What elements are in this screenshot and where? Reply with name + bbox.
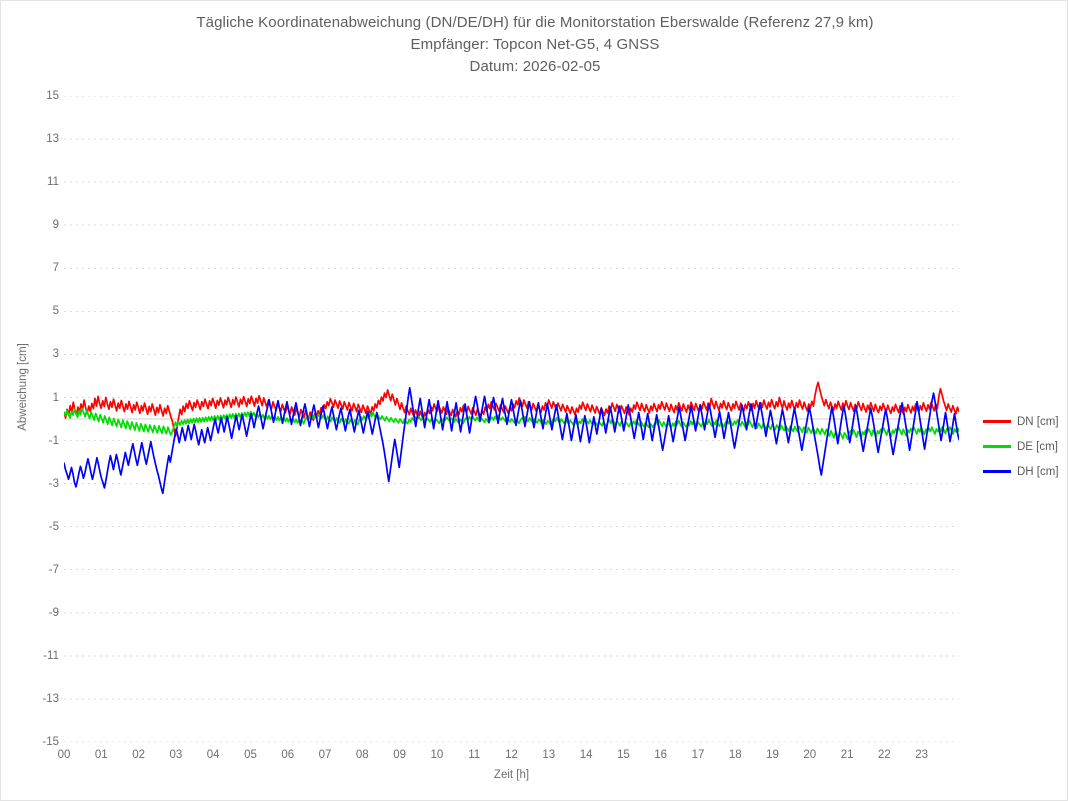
x-tick-label: 08 xyxy=(355,749,369,761)
x-tick-label: 12 xyxy=(505,749,518,761)
chart-canvas xyxy=(64,96,959,742)
y-tick-label: -1 xyxy=(48,434,59,447)
y-tick-label: 1 xyxy=(52,391,59,404)
x-tick-label: 22 xyxy=(877,749,891,761)
legend-item-de[interactable]: DE [cm] xyxy=(983,434,1068,459)
x-tick-label: 06 xyxy=(281,749,295,761)
y-axis-tick-labels: 15 13 11 9 7 5 3 1 -1 -3 -5 -7 -9 -11 -13 -15 xyxy=(9,90,59,748)
x-tick-label: 21 xyxy=(840,749,854,761)
chart-title: Tägliche Koordinatenabweichung (DN/DE/DH… xyxy=(196,14,874,31)
x-tick-label: 16 xyxy=(654,749,668,761)
x-tick-label: 10 xyxy=(430,749,444,761)
y-axis-label: Abweichung [cm] xyxy=(17,343,29,431)
y-tick-label: 3 xyxy=(52,348,59,361)
x-tick-label: 05 xyxy=(244,749,257,761)
x-tick-label: 09 xyxy=(393,749,406,761)
y-tick-label: -7 xyxy=(48,563,59,576)
chart-subtitle: Empfänger: Topcon Net-G5, 4 GNSS xyxy=(410,36,660,53)
x-axis-label: Zeit [h] xyxy=(493,769,530,781)
legend-item-dh[interactable]: DH [cm] xyxy=(983,459,1068,484)
x-tick-label: 00 xyxy=(57,749,71,761)
y-tick-label: -13 xyxy=(42,692,59,705)
data-series-group xyxy=(64,381,959,495)
y-tick-label: 15 xyxy=(46,90,59,102)
x-tick-label: 20 xyxy=(803,749,817,761)
x-tick-label: 17 xyxy=(691,749,705,761)
legend-swatch-icon xyxy=(983,420,1011,423)
x-tick-label: 13 xyxy=(542,749,556,761)
series-line-dh xyxy=(64,386,959,495)
x-tick-label: 03 xyxy=(169,749,183,761)
x-tick-label: 11 xyxy=(468,749,481,761)
legend-label: DE [cm] xyxy=(1017,440,1058,453)
y-tick-label: 5 xyxy=(52,305,59,318)
legend-item-dn[interactable]: DN [cm] xyxy=(983,409,1068,434)
x-tick-label: 04 xyxy=(206,749,220,761)
y-tick-label: 11 xyxy=(47,176,59,189)
legend-swatch-icon xyxy=(983,445,1011,448)
x-tick-label: 14 xyxy=(579,749,593,761)
series-line-de xyxy=(64,407,959,441)
y-tick-label: -3 xyxy=(48,477,59,490)
y-tick-label: -11 xyxy=(43,649,59,662)
x-tick-label: 19 xyxy=(766,749,779,761)
x-tick-label: 01 xyxy=(94,749,108,761)
legend-label: DH [cm] xyxy=(1017,465,1059,478)
x-axis-tick-labels: 00 01 02 03 04 05 06 07 08 09 10 11 12 13 14 15 16 17 18 19… xyxy=(58,749,959,767)
chart-legend: DN [cm] DE [cm] DH [cm] xyxy=(983,409,1068,484)
series-line-dn xyxy=(64,381,959,438)
y-tick-label: 9 xyxy=(52,219,59,232)
x-tick-label: 15 xyxy=(616,749,630,761)
y-tick-label: -5 xyxy=(48,520,59,533)
x-tick-label: 18 xyxy=(728,749,742,761)
chart-date: Datum: 2026-02-05 xyxy=(469,58,601,75)
legend-swatch-icon xyxy=(983,470,1011,473)
y-tick-label: 13 xyxy=(46,133,59,146)
x-tick-label: 02 xyxy=(132,749,145,761)
x-tick-label: 07 xyxy=(318,749,332,761)
legend-label: DN [cm] xyxy=(1017,415,1059,428)
y-tick-label: -9 xyxy=(48,606,59,619)
y-tick-label: -15 xyxy=(42,736,59,748)
x-tick-label: 23 xyxy=(915,749,929,761)
plot-area xyxy=(64,96,959,742)
chart-title-block: Tägliche Koordinatenabweichung (DN/DE/DH… xyxy=(1,12,1068,78)
y-tick-label: 7 xyxy=(52,262,59,275)
